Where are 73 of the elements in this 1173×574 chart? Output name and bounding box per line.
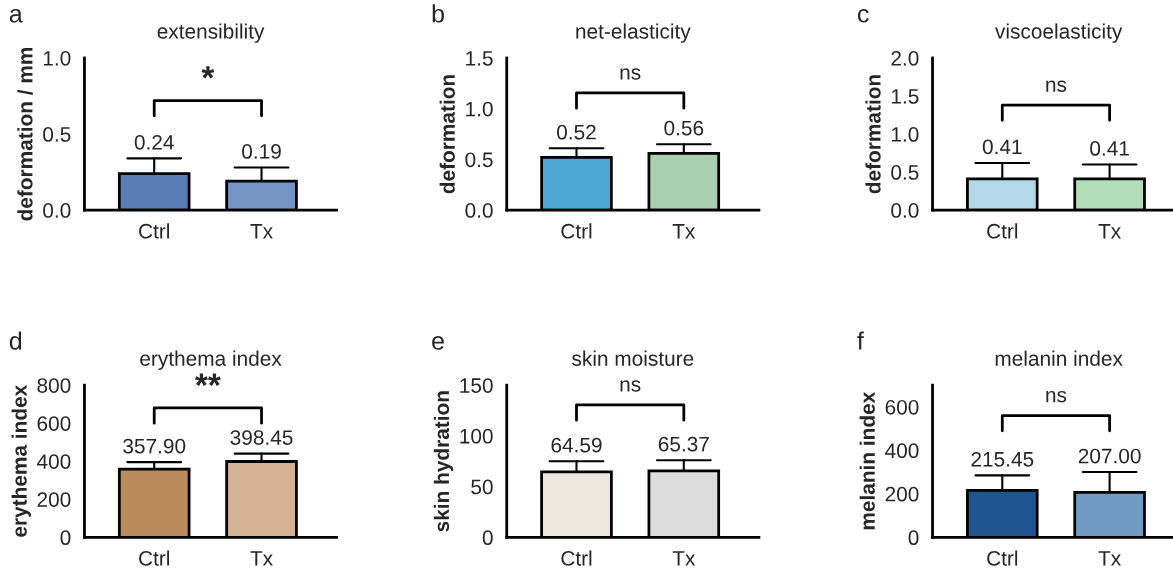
annotation: *	[201, 66, 215, 79]
y-tick-label: 0.5	[465, 152, 493, 168]
x-tick-label: Ctrl	[561, 550, 592, 566]
y-tick-label: 1.5	[891, 89, 919, 104]
y-axis-title: deformation	[439, 75, 455, 194]
annotation: ns	[1046, 80, 1067, 92]
text: a	[9, 8, 23, 23]
y-tick-label: 800	[37, 378, 71, 393]
x-tick-label: Ctrl	[987, 223, 1018, 239]
y-tick-label: 200	[37, 492, 71, 507]
y-tick-label: 600	[885, 399, 919, 415]
y-tick-label: 2.0	[891, 50, 919, 66]
data-label: 207.00	[1078, 448, 1141, 464]
y-tick-label: 150	[460, 378, 493, 393]
x-tick-label: Tx	[672, 551, 696, 566]
y-tick-label: 0.0	[465, 203, 493, 218]
y-tick-label: 0	[60, 530, 71, 546]
x-tick-label: Tx	[1098, 224, 1121, 239]
chart-title: erythema index	[140, 350, 282, 371]
data-label: 398.45	[230, 430, 293, 445]
y-tick-label: 1.0	[891, 127, 919, 142]
y-tick-label: 100	[460, 428, 493, 444]
x-tick-label: Ctrl	[561, 223, 592, 239]
y-tick-label: 50	[471, 479, 493, 495]
y-tick-label: 0.5	[891, 165, 919, 180]
y-tick-label: 200	[885, 486, 919, 502]
x-tick-label: Tx	[250, 224, 273, 239]
chart-title: viscoelasticity	[995, 23, 1123, 43]
data-label: 0.19	[242, 144, 281, 159]
x-tick-label: Ctrl	[139, 550, 170, 566]
data-label: 215.45	[971, 451, 1034, 467]
chart-title: melanin index	[995, 350, 1123, 366]
x-tick-label: Ctrl	[139, 223, 170, 239]
y-tick-label: 0.0	[891, 203, 919, 218]
data-label: 64.59	[551, 437, 602, 453]
y-tick-label: 0.5	[43, 127, 71, 142]
data-label: 0.24	[134, 134, 174, 150]
text: f	[857, 331, 864, 350]
text: c	[857, 8, 869, 23]
annotation: **	[195, 373, 221, 386]
y-axis-title: skin hydration	[433, 391, 454, 532]
y-tick-label: 0.0	[43, 203, 71, 218]
annotation: ns	[1046, 390, 1067, 403]
y-axis-title: deformation / mm	[17, 47, 33, 221]
data-label: 0.52	[557, 124, 596, 140]
chart-title: net-elasticity	[576, 23, 691, 43]
y-tick-label: 0	[482, 530, 493, 546]
y-axis-title: deformation	[865, 75, 881, 194]
y-axis-title: melanin index	[859, 391, 875, 530]
y-tick-label: 1.5	[466, 51, 493, 66]
text: b	[432, 4, 444, 23]
data-label: 357.90	[123, 438, 186, 454]
text: d	[9, 331, 22, 350]
annotation: ns	[620, 68, 641, 80]
y-tick-label: 1.0	[43, 50, 71, 66]
y-axis-title: erythema index	[11, 384, 31, 537]
x-tick-label: Tx	[1098, 551, 1121, 566]
chart-title: skin moisture	[572, 350, 694, 366]
y-tick-label: 400	[885, 443, 919, 459]
chart-title: extensibility	[157, 23, 265, 43]
annotation: ns	[620, 380, 641, 392]
x-tick-label: Ctrl	[987, 550, 1018, 566]
data-label: 0.41	[982, 139, 1022, 155]
data-label: 0.41	[1090, 141, 1129, 156]
x-tick-label: Tx	[672, 224, 696, 239]
y-tick-label: 0	[908, 530, 919, 546]
data-label: 65.37	[658, 436, 709, 452]
y-tick-label: 600	[37, 416, 71, 431]
data-label: 0.56	[664, 120, 704, 136]
y-tick-label: 1.0	[466, 101, 493, 117]
x-tick-label: Tx	[250, 551, 273, 566]
y-tick-label: 400	[36, 454, 71, 469]
text: e	[432, 336, 444, 350]
